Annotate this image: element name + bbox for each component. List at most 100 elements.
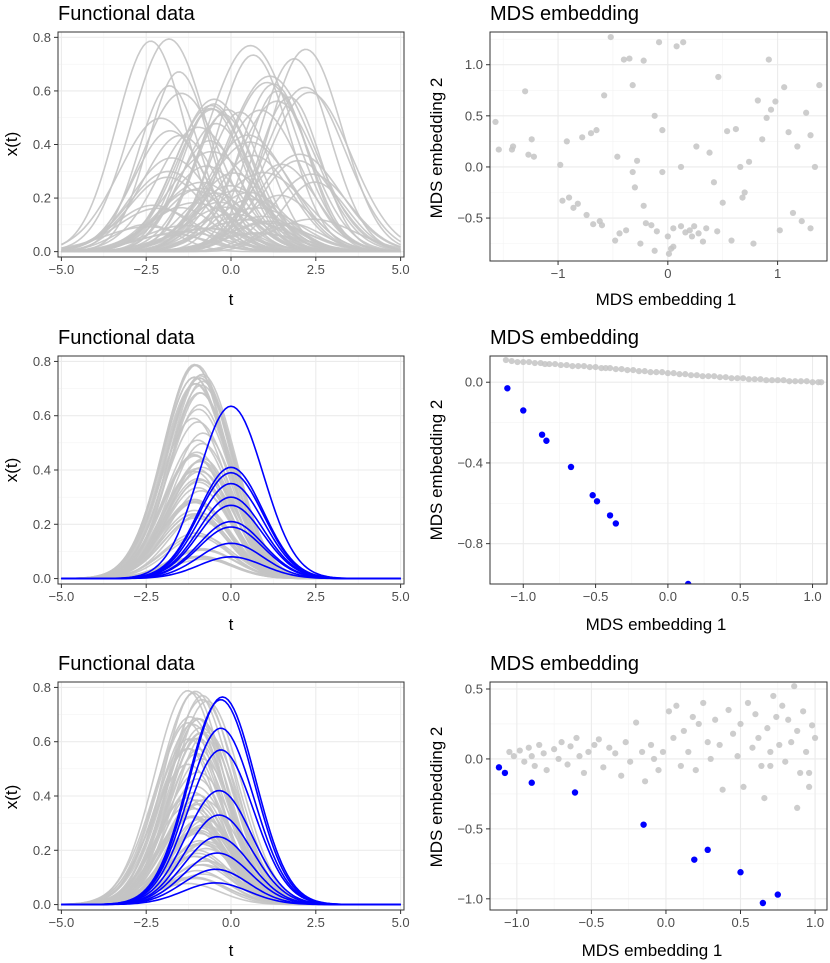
y-tick-label: 0.6 bbox=[33, 408, 51, 423]
background-point bbox=[543, 767, 550, 774]
background-point bbox=[682, 371, 689, 378]
highlight-point bbox=[704, 846, 711, 854]
highlight-point bbox=[606, 512, 614, 519]
background-point bbox=[818, 379, 825, 386]
background-point bbox=[557, 361, 564, 369]
background-point bbox=[659, 748, 667, 756]
background-point bbox=[728, 237, 735, 244]
background-point bbox=[651, 112, 658, 119]
background-point bbox=[751, 376, 758, 383]
background-point bbox=[797, 769, 804, 777]
background-point bbox=[540, 750, 547, 757]
background-point bbox=[622, 739, 629, 746]
y-tick-label: 0.2 bbox=[33, 191, 51, 206]
background-point bbox=[716, 741, 723, 749]
background-point bbox=[637, 240, 644, 247]
background-point bbox=[809, 379, 816, 386]
plot-area: −5.0 −2.5 0.0 2.5 5.0 0.0 0.2 0.4 0.6 0.8 bbox=[33, 354, 410, 604]
background-point bbox=[797, 378, 805, 385]
background-point bbox=[770, 692, 777, 700]
background-point bbox=[648, 222, 655, 229]
panel-title: Functional data bbox=[58, 327, 196, 349]
background-point bbox=[782, 758, 789, 765]
y-tick-label: −0.8 bbox=[457, 536, 483, 551]
background-point bbox=[710, 179, 718, 186]
background-point bbox=[531, 762, 538, 770]
background-point bbox=[602, 365, 609, 372]
background-point bbox=[676, 371, 683, 378]
x-tick-label: 5.0 bbox=[392, 915, 410, 930]
highlight-point bbox=[589, 492, 596, 499]
series-layer bbox=[492, 34, 823, 257]
y-tick-label: −1.0 bbox=[457, 891, 483, 906]
x-tick-label: −0.5 bbox=[583, 589, 609, 604]
background-point bbox=[618, 366, 625, 373]
highlight-point bbox=[571, 789, 579, 796]
x-tick-label: −0.5 bbox=[579, 915, 605, 930]
panel-functional-data-1: Functional data t x(t) −5.0 −2.5 0.0 2.5 5.0… bbox=[2, 3, 410, 309]
background-point bbox=[677, 762, 684, 770]
background-point bbox=[764, 725, 771, 732]
y-tick-label: 0.8 bbox=[33, 680, 51, 695]
background-point bbox=[495, 146, 502, 153]
background-point bbox=[629, 168, 636, 176]
x-axis-label: t bbox=[229, 290, 234, 309]
background-point bbox=[635, 368, 643, 375]
background-point bbox=[522, 88, 529, 95]
highlight-point bbox=[528, 779, 535, 786]
background-point bbox=[641, 368, 648, 375]
background-point bbox=[509, 143, 517, 150]
background-point bbox=[587, 130, 595, 137]
x-tick-label: 5.0 bbox=[392, 589, 410, 604]
background-point bbox=[779, 702, 786, 709]
background-point bbox=[739, 194, 746, 201]
y-tick-label: 0.5 bbox=[465, 108, 483, 123]
background-point bbox=[752, 711, 759, 718]
highlight-point bbox=[612, 520, 620, 527]
x-tick-label: −1.0 bbox=[510, 589, 536, 604]
background-point bbox=[530, 153, 538, 160]
background-point bbox=[737, 163, 744, 171]
background-point bbox=[695, 720, 702, 728]
background-point bbox=[767, 762, 774, 770]
plot-area: −5.0 −2.5 0.0 2.5 5.0 0.0 0.2 0.4 0.6 0.8 bbox=[33, 30, 410, 277]
background-point bbox=[630, 367, 637, 374]
background-point bbox=[525, 151, 532, 158]
y-tick-label: 0.4 bbox=[33, 789, 51, 804]
background-point bbox=[591, 741, 598, 749]
background-point bbox=[631, 184, 639, 191]
background-point bbox=[555, 755, 562, 763]
y-tick-label: 0.0 bbox=[33, 244, 51, 259]
x-tick-label: −2.5 bbox=[133, 915, 159, 930]
highlight-point bbox=[684, 580, 692, 584]
background-point bbox=[772, 98, 779, 105]
background-point bbox=[692, 767, 699, 774]
background-point bbox=[670, 370, 677, 377]
background-point bbox=[633, 719, 640, 726]
background-point bbox=[541, 360, 549, 368]
background-point bbox=[816, 82, 823, 89]
background-point bbox=[715, 73, 722, 81]
highlight-point bbox=[640, 821, 647, 828]
background-point bbox=[711, 373, 718, 380]
background-point bbox=[612, 237, 619, 244]
background-point bbox=[624, 367, 631, 374]
background-point bbox=[712, 716, 719, 723]
background-point bbox=[502, 356, 510, 364]
background-point bbox=[680, 727, 687, 735]
background-point bbox=[741, 189, 748, 196]
background-point bbox=[724, 128, 731, 135]
background-point bbox=[740, 783, 747, 791]
background-point bbox=[704, 739, 711, 746]
background-point bbox=[687, 372, 695, 379]
y-tick-label: 0.8 bbox=[33, 30, 51, 45]
panel-title: MDS embedding bbox=[490, 327, 639, 349]
background-point bbox=[623, 227, 630, 234]
background-point bbox=[506, 748, 513, 756]
background-point bbox=[781, 84, 788, 91]
x-tick-label: −2.5 bbox=[133, 589, 159, 604]
y-tick-label: 0.2 bbox=[33, 843, 51, 858]
background-point bbox=[765, 56, 772, 63]
background-curve bbox=[61, 104, 401, 253]
x-tick-label: 0.0 bbox=[659, 589, 677, 604]
